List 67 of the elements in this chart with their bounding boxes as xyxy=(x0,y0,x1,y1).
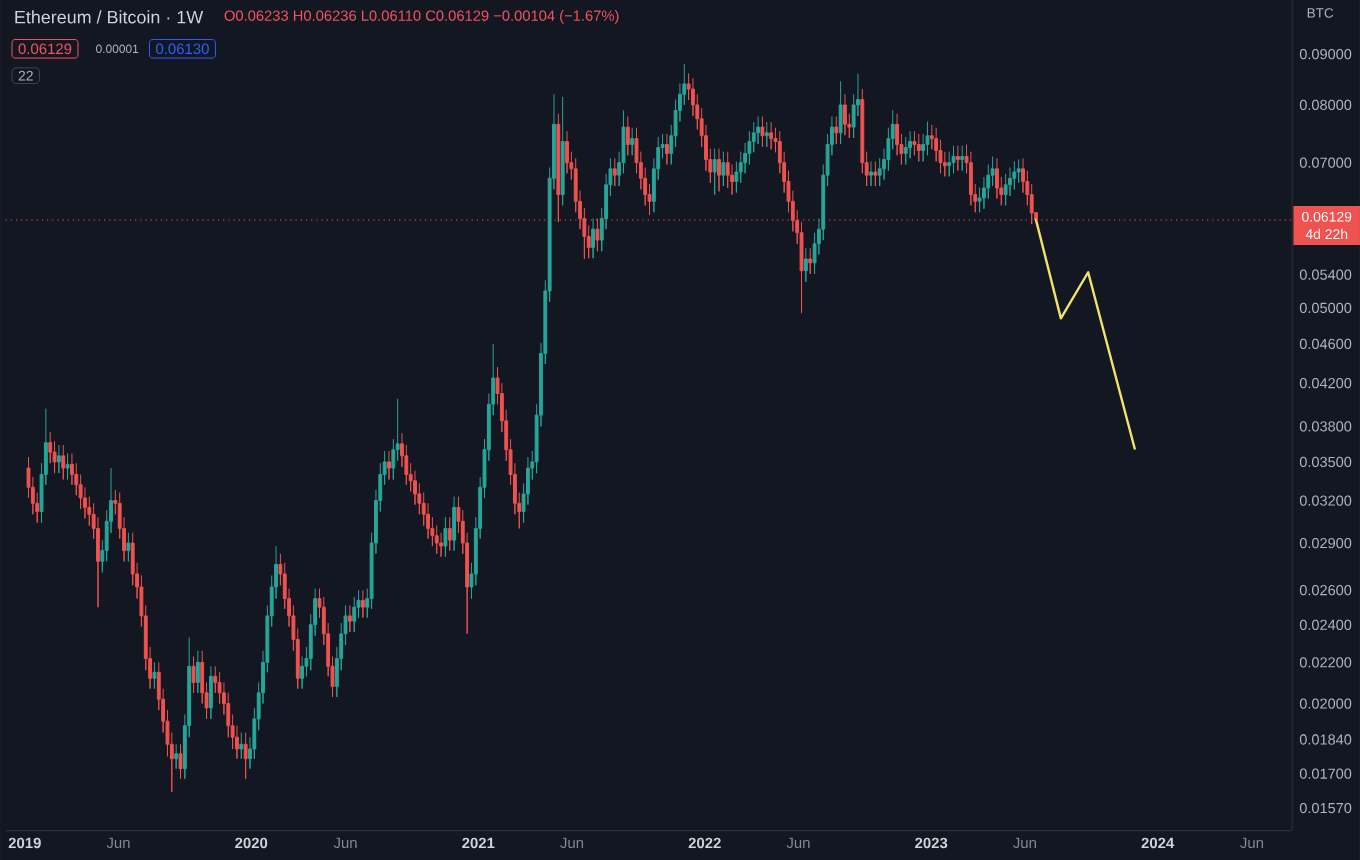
candlestick xyxy=(717,147,721,192)
candlestick xyxy=(951,144,956,174)
candlestick xyxy=(360,589,365,618)
candlestick xyxy=(912,130,917,156)
candlestick xyxy=(916,133,921,162)
candlestick xyxy=(764,121,769,148)
candlestick xyxy=(895,112,899,156)
candlestick xyxy=(925,120,930,156)
candlestick xyxy=(625,115,630,156)
candlestick xyxy=(65,452,70,480)
candlestick xyxy=(126,532,131,562)
candlestick xyxy=(452,495,457,551)
candlestick xyxy=(769,121,774,150)
candlestick xyxy=(1003,173,1008,206)
candlestick xyxy=(968,150,973,206)
candlestick xyxy=(995,157,999,199)
candlestick xyxy=(947,150,952,177)
candlestick xyxy=(808,247,813,275)
candlestick xyxy=(960,144,965,171)
candlestick xyxy=(712,147,717,195)
candlestick xyxy=(52,440,57,474)
candlestick xyxy=(443,516,448,557)
candlestick xyxy=(721,150,726,187)
candlestick xyxy=(191,655,196,694)
candlestick xyxy=(178,743,183,780)
candlestick xyxy=(747,130,752,165)
candlestick xyxy=(239,731,244,760)
candlestick xyxy=(877,157,882,187)
candlestick xyxy=(908,130,913,159)
candlestick xyxy=(843,93,847,136)
candlestick xyxy=(1016,158,1021,184)
candlestick xyxy=(387,450,391,480)
candlestick xyxy=(838,80,843,145)
candlestick xyxy=(756,115,761,145)
line-series xyxy=(1034,218,1136,450)
candlestick xyxy=(61,444,66,480)
candlestick xyxy=(243,731,248,780)
candlestick xyxy=(565,130,569,174)
candlestick xyxy=(352,596,357,633)
candlestick xyxy=(664,133,669,165)
candlestick xyxy=(591,217,595,259)
candlestick xyxy=(869,160,873,187)
candlestick xyxy=(760,115,765,148)
candlestick xyxy=(195,650,200,694)
candlestick xyxy=(560,96,565,206)
candlestick xyxy=(556,112,561,223)
candlestick xyxy=(447,516,452,551)
candlestick xyxy=(612,157,617,187)
candlestick xyxy=(834,115,839,145)
candlestick xyxy=(439,532,443,557)
chart-title: Ethereum / Bitcoin · 1W xyxy=(15,10,204,24)
candlestick xyxy=(803,247,808,283)
candlestick xyxy=(56,444,61,474)
candlestick xyxy=(955,144,960,171)
candlestick xyxy=(300,655,305,689)
candlestick xyxy=(174,743,179,769)
candlestick xyxy=(208,665,213,720)
candlestick xyxy=(1012,160,1017,190)
candlestick xyxy=(725,150,730,189)
candlestick xyxy=(434,524,439,554)
candlestick xyxy=(1008,166,1012,197)
candlestick xyxy=(903,136,908,165)
candlestick xyxy=(734,160,739,193)
candlestick xyxy=(873,160,878,187)
candlestick xyxy=(152,661,157,689)
candlestick xyxy=(347,604,352,633)
candlestick xyxy=(630,126,635,156)
